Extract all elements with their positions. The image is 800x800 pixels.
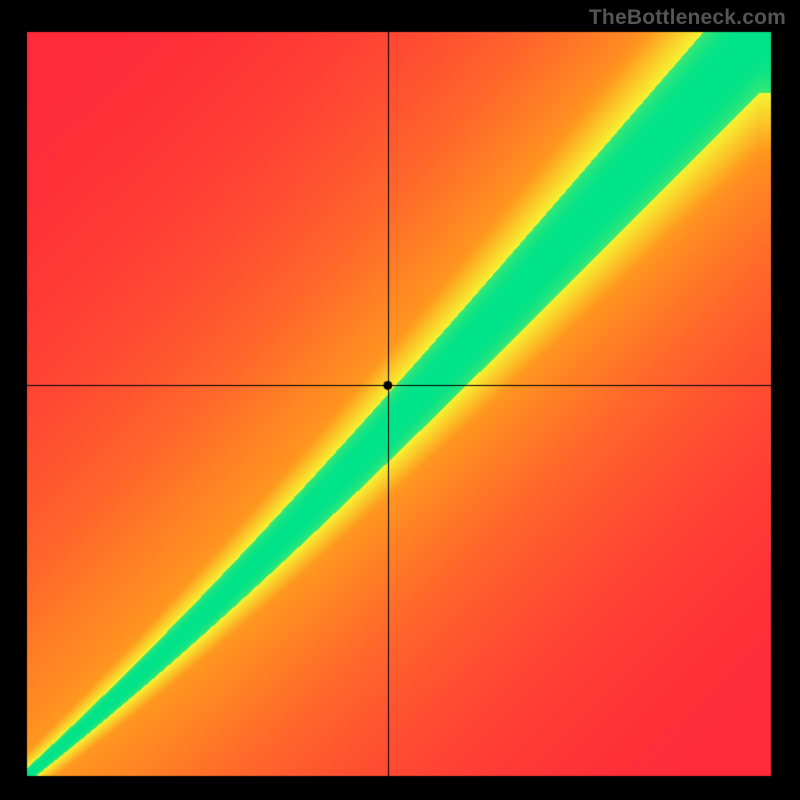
heatmap-canvas — [0, 0, 800, 800]
watermark-text: TheBottleneck.com — [589, 6, 786, 30]
chart-container: TheBottleneck.com — [0, 0, 800, 800]
